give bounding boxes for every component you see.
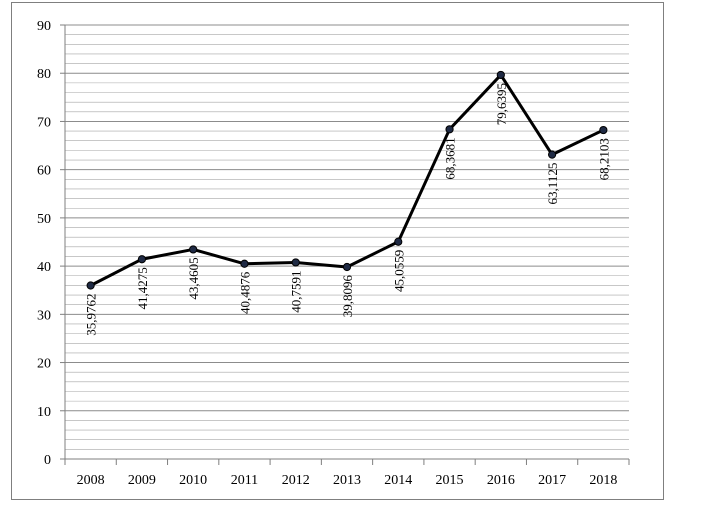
gridlines bbox=[65, 24, 629, 450]
chart-frame bbox=[11, 2, 664, 500]
x-tick-label: 2018 bbox=[589, 473, 617, 488]
x-tick-label: 2014 bbox=[384, 473, 412, 488]
data-label: 45,0559 bbox=[391, 250, 406, 292]
x-tick-label: 2009 bbox=[128, 473, 156, 488]
data-point bbox=[86, 281, 95, 290]
data-label: 79,6395 bbox=[494, 83, 509, 125]
x-tick-label: 2017 bbox=[538, 473, 566, 488]
y-axis-tick-labels: 0 10 20 30 40 50 60 70 80 90 bbox=[37, 19, 51, 468]
x-axis-tick-labels: 2008 2009 2010 2011 2012 2013 2014 2015 2016 2017… bbox=[77, 473, 618, 488]
data-point bbox=[240, 259, 249, 268]
y-tick-label: 50 bbox=[37, 212, 51, 227]
data-label: 40,4876 bbox=[237, 271, 252, 314]
x-tick-label: 2008 bbox=[77, 473, 105, 488]
data-label: 40,7591 bbox=[289, 270, 304, 312]
x-tick-label: 2012 bbox=[282, 473, 310, 488]
x-tick-label: 2015 bbox=[436, 473, 464, 488]
data-point bbox=[342, 262, 352, 272]
series-line bbox=[89, 73, 605, 287]
data-point bbox=[189, 245, 198, 254]
x-tick-label: 2016 bbox=[487, 473, 515, 488]
data-point bbox=[599, 125, 608, 135]
data-labels: 35,9762 41,4275 43,4605 40,4876 40,7591 39,80… bbox=[84, 83, 612, 336]
y-tick-label: 60 bbox=[37, 164, 51, 179]
x-tick-label: 2011 bbox=[231, 473, 258, 488]
data-point bbox=[496, 70, 505, 80]
y-tick-label: 30 bbox=[37, 308, 51, 323]
axes bbox=[60, 24, 630, 465]
data-points bbox=[86, 70, 608, 290]
x-tick-label: 2010 bbox=[179, 473, 207, 488]
y-tick-label: 0 bbox=[44, 453, 51, 468]
y-tick-label: 70 bbox=[37, 115, 51, 130]
data-point bbox=[547, 150, 557, 159]
data-label: 68,3681 bbox=[443, 137, 458, 179]
data-point bbox=[137, 255, 147, 264]
data-point bbox=[291, 258, 300, 267]
data-label: 35,9762 bbox=[84, 294, 99, 336]
data-label: 43,4605 bbox=[186, 257, 201, 299]
y-tick-label: 90 bbox=[37, 19, 51, 34]
data-label: 41,4275 bbox=[135, 267, 150, 309]
y-tick-label: 80 bbox=[37, 67, 51, 82]
y-tick-label: 40 bbox=[37, 260, 51, 275]
data-label: 68,2103 bbox=[596, 138, 611, 180]
y-tick-label: 10 bbox=[37, 405, 51, 420]
data-label: 39,8096 bbox=[340, 275, 355, 318]
data-point bbox=[394, 237, 403, 246]
data-point bbox=[445, 125, 454, 134]
series-polyline bbox=[89, 73, 605, 287]
data-label: 63,1125 bbox=[545, 163, 560, 205]
x-tick-label: 2013 bbox=[333, 473, 361, 488]
y-tick-label: 20 bbox=[37, 357, 51, 372]
